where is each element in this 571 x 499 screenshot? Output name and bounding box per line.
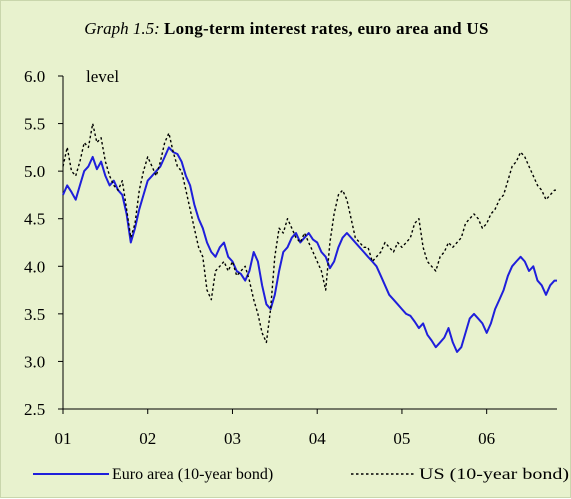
chart-title: Graph 1.5: Long-term interest rates, eur… xyxy=(1,19,571,39)
y-tick-label: 4.0 xyxy=(24,257,45,276)
x-tick-label: 02 xyxy=(139,429,156,448)
y-tick-label: 2.5 xyxy=(24,400,45,419)
us-series-line xyxy=(62,122,557,344)
legend-label-us: US (10-year bond) xyxy=(419,466,569,483)
chart-legend: Euro area (10-year bond) US (10-year bond… xyxy=(33,466,569,483)
y-tick-label: 5.5 xyxy=(24,115,45,134)
y-axis-label: level xyxy=(86,67,119,86)
x-tick-label: 05 xyxy=(393,429,410,448)
y-tick-label: 5.0 xyxy=(24,162,45,181)
x-tick-label: 01 xyxy=(55,429,72,448)
x-tick-label: 06 xyxy=(478,429,495,448)
y-tick-label: 3.5 xyxy=(24,305,45,324)
chart-series xyxy=(62,122,557,353)
chart-title-lead: Graph 1.5: xyxy=(84,19,160,38)
y-tick-label: 4.5 xyxy=(24,210,45,229)
y-tick-label: 3.0 xyxy=(24,352,45,371)
x-tick-label: 04 xyxy=(309,429,327,448)
y-tick-label: 6.0 xyxy=(24,67,45,86)
legend-label-euro: Euro area (10-year bond) xyxy=(112,466,273,483)
euro-area-series-line xyxy=(62,146,557,353)
chart-title-main: Long-term interest rates, euro area and … xyxy=(164,19,489,38)
chart-axes: 2.5 3.0 3.5 4.0 4.5 5.0 5.5 6.0 level 01 02 03 04 05 0… xyxy=(24,67,557,448)
x-tick-label: 03 xyxy=(224,429,241,448)
